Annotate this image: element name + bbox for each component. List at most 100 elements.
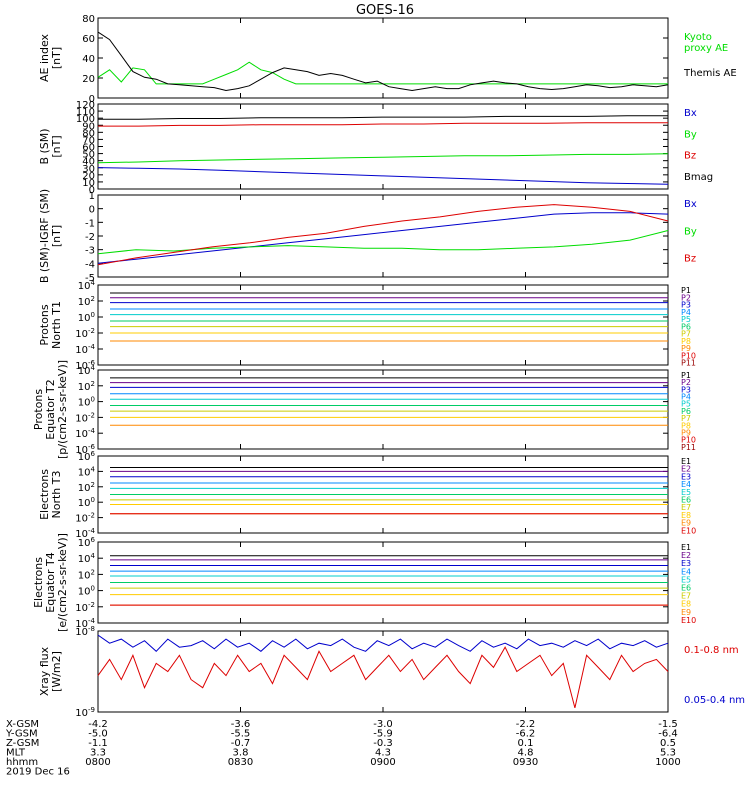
y-tick-label: 104 xyxy=(78,552,96,565)
series-line-Bx xyxy=(97,212,669,264)
legend-entry: 0.1-0.8 nm xyxy=(684,645,739,656)
footer-value-hhmm: 0900 xyxy=(370,757,395,768)
y-tick-label: -5 xyxy=(85,273,95,284)
y-axis-label: B (SM)-IGRF (SM) [nT] xyxy=(38,189,63,283)
panel-bdiff: -5 -4 -3 -2 -1 0 1 B (SM)-IGRF (SM) [nT] Bx By Bz xyxy=(38,189,697,284)
panel-electrons_equator: 10-4 10-2 100 102 104 106 Electrons Equator T4[… xyxy=(32,533,696,632)
y-tick-label: 104 xyxy=(78,465,96,478)
legend-entry: proxy AE xyxy=(684,43,728,54)
y-tick-label: 10-6 xyxy=(75,359,95,372)
channel-label: P9 xyxy=(681,428,691,437)
y-tick-label: 100 xyxy=(78,585,95,598)
channel-label: P7 xyxy=(681,414,691,423)
footer-value-z-gsm: -1.1 xyxy=(88,738,108,749)
channel-label: E6 xyxy=(681,496,691,505)
footer-value-hhmm: 1000 xyxy=(655,757,680,768)
channel-label: E5 xyxy=(681,575,691,584)
channel-label: E4 xyxy=(681,567,691,576)
channel-label: E2 xyxy=(681,551,691,560)
legend-entry: Bz xyxy=(684,151,696,162)
y-tick-label: -2 xyxy=(85,232,95,243)
y-tick-label: 100 xyxy=(76,114,95,125)
y-axis-label-line: [nT] xyxy=(50,225,63,247)
channel-label: E10 xyxy=(681,616,696,625)
channel-label: P1 xyxy=(681,286,691,295)
y-tick-label: 100 xyxy=(78,311,95,324)
y-tick-label: 30 xyxy=(82,164,95,175)
y-tick-label: 10-4 xyxy=(75,527,95,540)
y-axis-label-line: Electrons xyxy=(38,469,51,520)
y-tick-label: 0 xyxy=(89,185,95,196)
channel-label: E3 xyxy=(681,472,691,481)
channel-label: P11 xyxy=(681,359,696,368)
y-tick-label: 10-9 xyxy=(75,706,95,719)
channel-label: P3 xyxy=(681,385,691,394)
legend-entry: Bx xyxy=(684,199,697,210)
y-tick-label: 102 xyxy=(78,295,95,308)
y-tick-label: 80 xyxy=(82,128,95,139)
plot-title: GOES-16 xyxy=(356,3,414,18)
y-axis-label: Xray flux [W/m2] xyxy=(38,646,63,696)
channel-label: P4 xyxy=(681,308,691,317)
footer-row-label: 2019 Dec 16 xyxy=(6,767,70,778)
channel-label: E1 xyxy=(681,457,691,466)
footer-value-x-gsm: -3.0 xyxy=(373,719,393,730)
series-line-0-1-0-8-nm xyxy=(97,646,669,709)
footer-value-y-gsm: -5.9 xyxy=(373,729,393,740)
channel-label: E2 xyxy=(681,465,691,474)
channel-label: P9 xyxy=(681,344,691,353)
legend-entry: Kyoto xyxy=(684,32,712,43)
series-line-By xyxy=(97,230,669,255)
y-axis-label-line: Equator T4 xyxy=(44,552,57,612)
footer-value-y-gsm: -5.5 xyxy=(231,729,251,740)
y-axis-label-line: B (SM)-IGRF (SM) xyxy=(38,189,51,283)
y-tick-label: 10 xyxy=(82,178,95,189)
footer-value-hhmm: 0830 xyxy=(228,757,253,768)
panel-frame xyxy=(97,369,669,450)
y-axis-label: B (SM) [nT] xyxy=(38,128,63,164)
footer-value-mlt: 3.8 xyxy=(233,748,249,759)
y-axis-label-line: B (SM) xyxy=(38,128,51,164)
legend-entry: Themis AE xyxy=(683,68,737,79)
y-tick-label: 102 xyxy=(78,481,95,494)
y-tick-label: 0 xyxy=(89,205,95,216)
y-axis-label-line: Equator T2 xyxy=(44,379,57,439)
footer-value-y-gsm: -6.2 xyxy=(516,729,536,740)
panel-protons_north: 10-6 10-4 10-2 100 102 104 Protons North T1 P1P2… xyxy=(38,279,696,372)
y-axis-label-line: North T3 xyxy=(50,471,63,519)
footer-value-z-gsm: 0.1 xyxy=(518,738,534,749)
y-tick-label: 0 xyxy=(89,94,95,105)
y-tick-label: 100 xyxy=(78,496,95,509)
legend-entry: Bx xyxy=(684,108,697,119)
y-tick-label: 10-2 xyxy=(75,512,95,525)
footer-value-x-gsm: -1.5 xyxy=(658,719,678,730)
channel-label: E5 xyxy=(681,488,691,497)
channel-label: P11 xyxy=(681,443,696,452)
footer-row-label: X-GSM xyxy=(6,719,39,730)
y-axis-label: Electrons North T3 xyxy=(38,469,63,520)
y-tick-label: 10-4 xyxy=(75,617,95,630)
y-axis-label-line: [p/(cm2-s-sr-keV)] xyxy=(56,360,69,459)
y-axis-label-line: Electrons xyxy=(32,557,45,608)
y-axis-label-line: AE index xyxy=(38,33,51,82)
series-line-Bz xyxy=(97,204,669,266)
y-tick-label: 20 xyxy=(82,74,95,85)
y-tick-label: 1 xyxy=(89,191,95,202)
channel-label: P2 xyxy=(681,378,691,387)
y-axis-label-line: [W/m2] xyxy=(50,651,63,692)
y-tick-label: 70 xyxy=(82,135,95,146)
y-axis-label: AE index [nT] xyxy=(38,33,63,82)
y-tick-label: 120 xyxy=(76,100,95,111)
y-axis-label-line: Protons xyxy=(38,304,51,345)
series-line-Bz xyxy=(98,122,668,127)
channel-label: P10 xyxy=(681,436,696,445)
footer-value-z-gsm: 0.5 xyxy=(660,738,676,749)
footer-value-hhmm: 0930 xyxy=(513,757,538,768)
y-tick-label: 40 xyxy=(82,157,95,168)
series-line-Bx xyxy=(97,167,669,185)
